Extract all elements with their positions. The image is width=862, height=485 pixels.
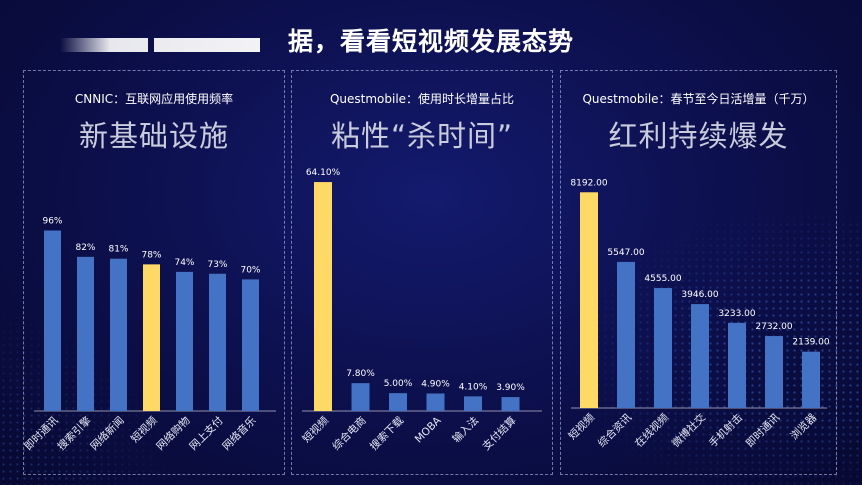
bar-value-label: 82% bbox=[75, 243, 95, 253]
bar-0 bbox=[44, 230, 61, 411]
bar-value-label: 7.80% bbox=[346, 369, 375, 379]
bar-value-label: 3.90% bbox=[496, 383, 525, 393]
bar-0 bbox=[314, 182, 332, 411]
bar-4 bbox=[176, 271, 193, 411]
bar-value-label: 73% bbox=[207, 260, 227, 270]
bar-value-label: 5547.00 bbox=[607, 248, 644, 258]
title-decoration-bar bbox=[60, 38, 260, 52]
title-decoration-gap bbox=[148, 34, 154, 56]
bar-value-label: 2139.00 bbox=[792, 338, 829, 348]
bar-value-label: 81% bbox=[108, 245, 128, 255]
category-label: 在线视频 bbox=[632, 411, 671, 450]
bar-1 bbox=[351, 383, 370, 411]
bar-2 bbox=[110, 258, 127, 411]
bar-5 bbox=[209, 273, 226, 411]
category-label: 网络音乐 bbox=[220, 414, 259, 453]
panel-heading: 粘性“杀时间” bbox=[330, 119, 514, 153]
bar-0 bbox=[580, 192, 598, 408]
category-label: 输入法 bbox=[450, 414, 481, 445]
bar-5 bbox=[765, 336, 783, 408]
category-label: 短视频 bbox=[128, 414, 160, 446]
panel-dau-increase: Questmobile：春节至今日活增量（千万） 红利持续爆发 8192.00 短… bbox=[560, 70, 837, 475]
dau-increase-chart: 8192.00 短视频 5547.00 综合资讯 4555.00 在线视频 3946.00 微… bbox=[566, 178, 830, 450]
bar-6 bbox=[242, 279, 259, 411]
category-label: 网络新闻 bbox=[88, 414, 127, 453]
panel-time-share: Questmobile：使用时长增量占比 粘性“杀时间” 64.10% 短视频 7.… bbox=[291, 70, 553, 475]
panel-subtitle: Questmobile：春节至今日活增量（千万） bbox=[582, 92, 815, 106]
panel-heading: 新基础设施 bbox=[78, 119, 229, 153]
category-label: 网上支付 bbox=[187, 414, 226, 453]
category-label: 综合资讯 bbox=[595, 411, 634, 450]
bar-value-label: 74% bbox=[174, 258, 194, 268]
bar-3 bbox=[143, 264, 160, 411]
panel-heading: 红利持续爆发 bbox=[608, 119, 789, 153]
category-label: 手机射击 bbox=[706, 411, 745, 450]
category-label: 综合电商 bbox=[330, 414, 369, 453]
bar-value-label: 4555.00 bbox=[644, 274, 681, 284]
usage-frequency-chart: 96% 即时通讯 82% 搜索引擎 81% 网络新闻 78% 短视频 74% 网络购物 73% 网上支… bbox=[22, 217, 276, 453]
bar-value-label: 8192.00 bbox=[570, 178, 607, 188]
category-label: 短视频 bbox=[300, 414, 332, 446]
bar-value-label: 96% bbox=[42, 217, 62, 227]
bar-3 bbox=[691, 304, 709, 408]
category-label: 支付结算 bbox=[480, 414, 519, 453]
panel-subtitle: Questmobile：使用时长增量占比 bbox=[329, 92, 515, 106]
category-label: 浏览器 bbox=[788, 411, 820, 443]
bar-2 bbox=[389, 393, 407, 411]
category-label: MOBA bbox=[413, 414, 444, 445]
bar-value-label: 4.90% bbox=[421, 380, 450, 390]
category-label: 短视频 bbox=[566, 411, 598, 443]
category-label: 搜索引擎 bbox=[55, 414, 94, 453]
bar-value-label: 4.10% bbox=[459, 382, 488, 392]
panel-usage-frequency: CNNIC：互联网应用使用频率 新基础设施 96% 即时通讯 82% 搜索引擎 81% 网… bbox=[22, 70, 285, 475]
time-share-chart: 64.10% 短视频 7.80% 综合电商 5.00% 搜索下载 4.90% MOBA 4.10… bbox=[300, 168, 542, 453]
bar-6 bbox=[802, 351, 820, 408]
bar-value-label: 3233.00 bbox=[718, 309, 755, 319]
slide-title: 据，看看短视频发展态势 bbox=[287, 27, 574, 56]
bar-value-label: 5.00% bbox=[384, 379, 413, 389]
bar-value-label: 70% bbox=[240, 265, 260, 275]
bar-4 bbox=[728, 322, 746, 408]
bar-value-label: 3946.00 bbox=[681, 290, 718, 300]
bar-1 bbox=[617, 261, 635, 408]
bar-4 bbox=[464, 396, 482, 411]
bar-5 bbox=[501, 397, 520, 411]
bar-3 bbox=[426, 393, 445, 411]
category-label: 搜索下载 bbox=[367, 414, 406, 453]
panel-subtitle: CNNIC：互联网应用使用频率 bbox=[74, 92, 234, 106]
bar-2 bbox=[654, 288, 672, 408]
bar-1 bbox=[77, 256, 94, 411]
bar-value-label: 64.10% bbox=[306, 168, 341, 178]
category-label: 即时通讯 bbox=[22, 414, 61, 453]
category-label: 即时通讯 bbox=[743, 411, 782, 450]
bar-value-label: 2732.00 bbox=[755, 322, 792, 332]
category-label: 微博社交 bbox=[669, 411, 708, 450]
bar-value-label: 78% bbox=[141, 250, 161, 260]
category-label: 网络购物 bbox=[154, 414, 193, 453]
